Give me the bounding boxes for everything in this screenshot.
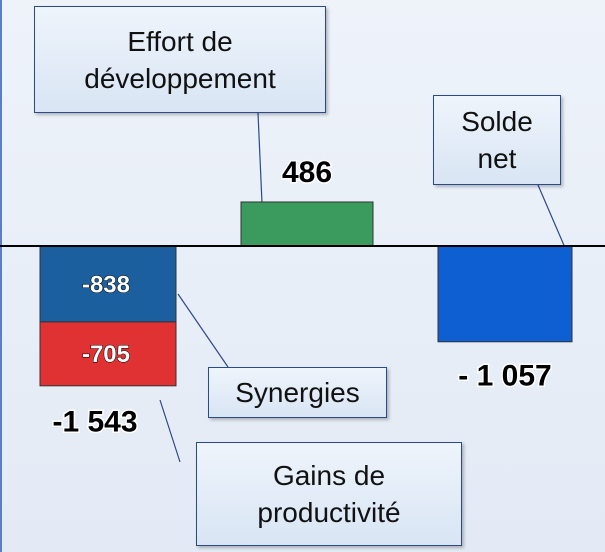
pointer	[159, 399, 181, 463]
callout: Gains de productivité	[196, 442, 462, 546]
value-label: 486	[282, 156, 332, 189]
bar	[240, 201, 374, 247]
total-label: -1 543	[52, 406, 137, 439]
bar	[437, 245, 573, 343]
value-label: -838	[82, 271, 130, 298]
pointer	[257, 112, 263, 204]
pointer	[177, 293, 229, 368]
callout: Synergies	[208, 367, 387, 418]
callout: Solde net	[433, 95, 561, 185]
value-label: -705	[82, 341, 130, 368]
callout: Effort de développement	[34, 6, 326, 113]
bar	[39, 321, 177, 387]
pointer	[537, 184, 567, 251]
value-label: - 1 057	[458, 360, 551, 393]
bar	[39, 245, 177, 323]
